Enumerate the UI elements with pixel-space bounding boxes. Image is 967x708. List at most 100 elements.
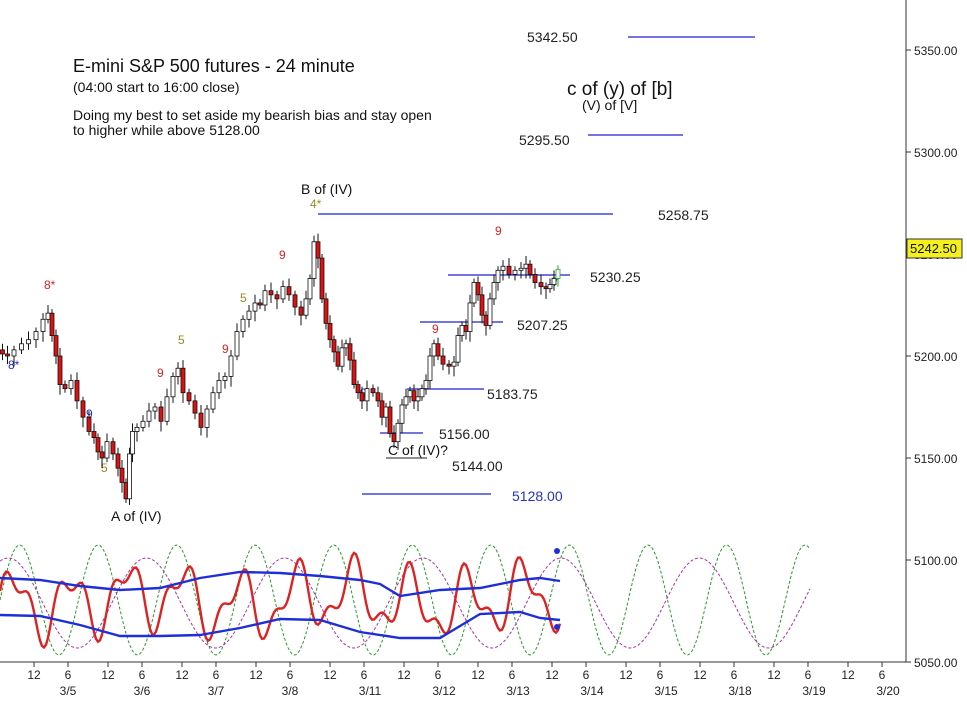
x-hour-label: 12: [27, 668, 41, 682]
x-hour-label: 12: [767, 668, 781, 682]
level-label-5156: 5156.00: [439, 426, 490, 442]
candle-down: [57, 355, 63, 385]
candle-down: [158, 406, 164, 422]
candle-up: [204, 408, 210, 428]
candle-up: [11, 349, 17, 357]
candle-up: [423, 380, 429, 390]
candle-down: [411, 390, 417, 402]
candle-down: [483, 314, 489, 326]
x-date-label: 3/11: [359, 684, 382, 698]
candle-up: [383, 406, 389, 418]
last-price-tag: [906, 238, 963, 259]
candle-down: [379, 400, 385, 418]
candle-down: [62, 384, 68, 390]
candle-down: [53, 335, 59, 357]
candle-up: [471, 282, 477, 304]
candle-up: [500, 265, 506, 271]
candle-up: [403, 396, 409, 406]
count-marker-9-red-e: 9: [495, 224, 502, 238]
candle-down: [391, 433, 397, 443]
level-label-5258: 5258.75: [658, 207, 709, 223]
count-marker-9-red-c: 9: [279, 248, 286, 262]
count-marker-9-red-b: 9: [222, 342, 229, 356]
candle-down: [274, 294, 280, 300]
x-hour-label: 6: [361, 668, 368, 682]
candle-up: [551, 278, 557, 286]
candle-up: [495, 269, 501, 283]
candle-up: [427, 355, 433, 381]
candle-down: [538, 282, 544, 288]
candle-down: [327, 322, 333, 341]
candle-up: [419, 388, 425, 398]
level-label-5295: 5295.50: [519, 132, 570, 148]
candle-up: [45, 312, 51, 320]
candle-down: [86, 416, 92, 432]
wave-label-c-of-iv: C of (IV)?: [388, 442, 448, 458]
count-marker-4: 4*: [310, 197, 322, 211]
candle-down: [115, 453, 121, 469]
chart-subtitle: (04:00 start to 16:00 close): [73, 79, 240, 95]
candle-up: [547, 284, 553, 290]
x-hour-label: 6: [435, 668, 442, 682]
x-hour-label: 12: [693, 668, 707, 682]
y-tick-label: 5100.00: [914, 554, 958, 568]
oscillator-band-upper: [0, 570, 561, 598]
x-date-label: 3/20: [876, 684, 900, 698]
x-date-label: 3/7: [208, 684, 225, 698]
candle-up: [518, 267, 524, 271]
x-date-label: 3/14: [580, 684, 604, 698]
candle-up: [307, 278, 313, 300]
candle-down: [80, 400, 86, 418]
chart-note-line-2: to higher while above 5128.00: [73, 122, 260, 138]
x-hour-label: 6: [509, 668, 516, 682]
candle-up: [130, 431, 135, 455]
candle-down: [0, 349, 5, 355]
candle-down: [440, 355, 446, 365]
x-hour-label: 12: [101, 668, 115, 682]
indicator-dot: [554, 624, 560, 630]
candle-up: [487, 298, 493, 326]
level-label-5183: 5183.75: [487, 386, 538, 402]
candle-up: [491, 282, 497, 300]
candle-up: [431, 343, 437, 357]
candle-down: [351, 359, 357, 385]
candle-up: [40, 318, 46, 332]
x-hour-label: 6: [731, 668, 738, 682]
cycle-line-green: [0, 544, 811, 656]
count-marker-5-b: 5: [178, 333, 185, 347]
x-hour-label: 6: [287, 668, 294, 682]
candle-up: [170, 375, 176, 398]
y-tick-label: 5150.00: [914, 452, 958, 466]
x-date-label: 3/15: [654, 684, 678, 698]
candle-down: [119, 467, 125, 483]
candle-up: [343, 343, 349, 349]
candle-up: [146, 410, 152, 422]
candle-down: [359, 392, 365, 402]
x-date-label: 3/13: [506, 684, 530, 698]
wave-label-b-of-iv: B of (IV): [301, 181, 352, 197]
cycle-indicator-panel: [0, 544, 811, 656]
candle-up: [262, 290, 268, 306]
candle-down: [110, 441, 116, 455]
candle-down: [95, 437, 101, 453]
x-date-label: 3/19: [802, 684, 826, 698]
x-hour-label: 6: [657, 668, 664, 682]
y-tick-label: 5300.00: [914, 146, 958, 160]
candle-down: [186, 392, 192, 402]
x-hour-label: 12: [175, 668, 189, 682]
candle-up: [451, 361, 457, 367]
candle-up: [467, 302, 473, 332]
candle-down: [192, 400, 198, 414]
candle-down: [387, 406, 393, 434]
x-hour-label: 12: [249, 668, 263, 682]
x-hour-label: 6: [583, 668, 590, 682]
candle-up: [104, 441, 110, 459]
y-tick-label: 5350.00: [914, 44, 958, 58]
candle-up: [19, 343, 24, 351]
candle-up: [415, 396, 421, 402]
candle-down: [543, 286, 549, 290]
candle-up: [364, 388, 370, 402]
candle-up: [68, 380, 74, 390]
candle-up: [407, 390, 413, 398]
